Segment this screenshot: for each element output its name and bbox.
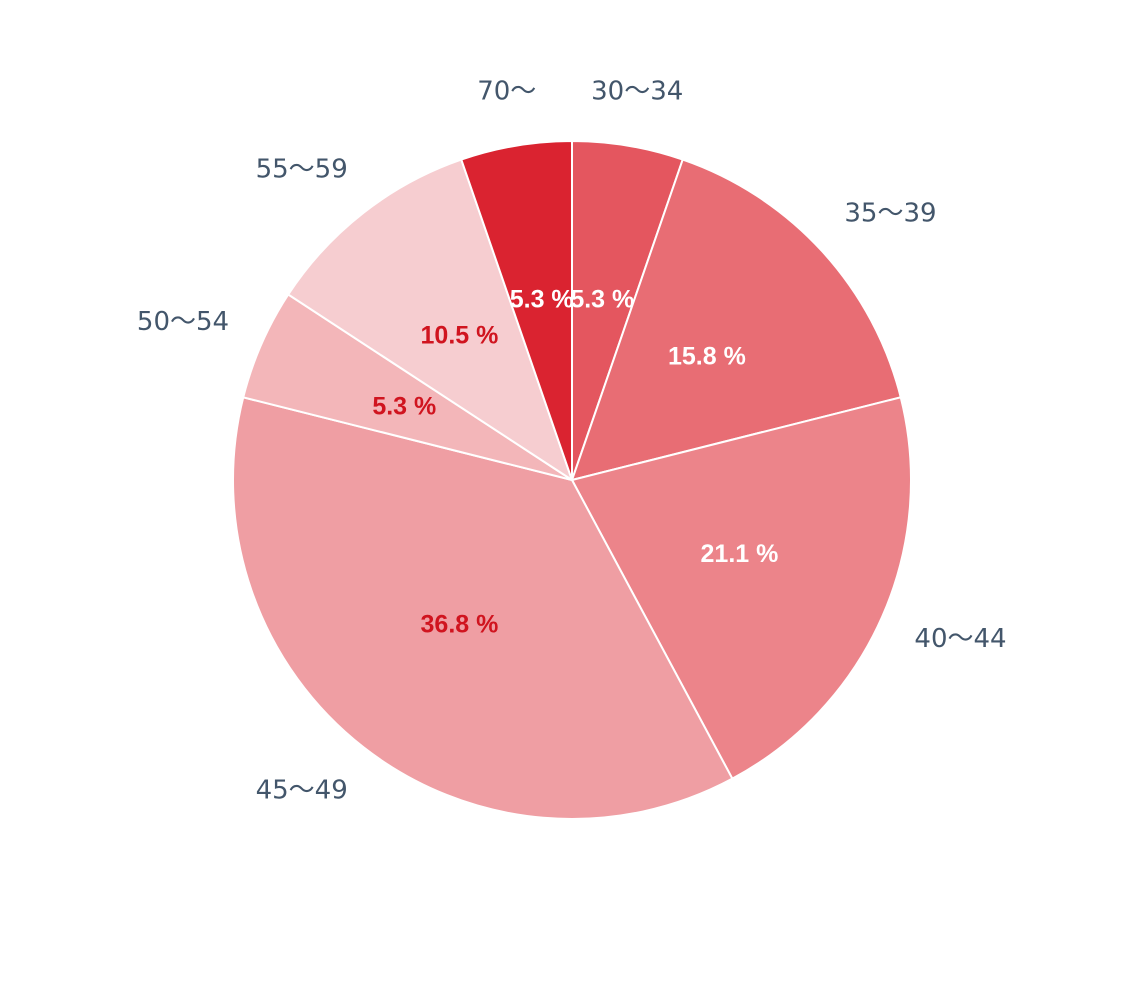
slice-percentage-label: 36.8 % <box>421 610 499 638</box>
slice-category-label: 35〜39 <box>844 199 936 229</box>
slice-category-label: 45〜49 <box>256 776 348 806</box>
slice-percentage-label: 5.3 % <box>510 285 574 313</box>
pie-slice-1 <box>570 158 902 482</box>
slice-category-label: 50〜54 <box>137 307 229 337</box>
slice-category-label: 55〜59 <box>256 154 348 184</box>
pie-slices <box>232 139 912 820</box>
slice-percentage-label: 5.3 % <box>570 285 634 313</box>
slice-category-label: 70〜 <box>477 76 536 106</box>
slice-category-label: 40〜44 <box>914 624 1006 654</box>
pie-slice-2 <box>570 396 912 781</box>
slice-percentage-label: 10.5 % <box>421 322 499 350</box>
category-labels: 30〜34 35〜39 40〜44 45〜49 50〜54 55〜59 70〜 <box>137 76 1007 805</box>
pie-slice-3 <box>232 396 734 820</box>
slice-percentage-label: 5.3 % <box>372 393 436 421</box>
slice-category-label: 30〜34 <box>591 76 683 106</box>
slice-percentage-label: 15.8 % <box>668 342 746 370</box>
pie-slice-6 <box>460 139 573 481</box>
slice-percentage-label: 21.1 % <box>701 540 779 568</box>
pie-slice-5 <box>286 158 574 483</box>
percentage-labels: 5.3 % 15.8 % 21.1 % 36.8 % 5.3 % 10.5 % 5.3 % <box>372 285 778 638</box>
